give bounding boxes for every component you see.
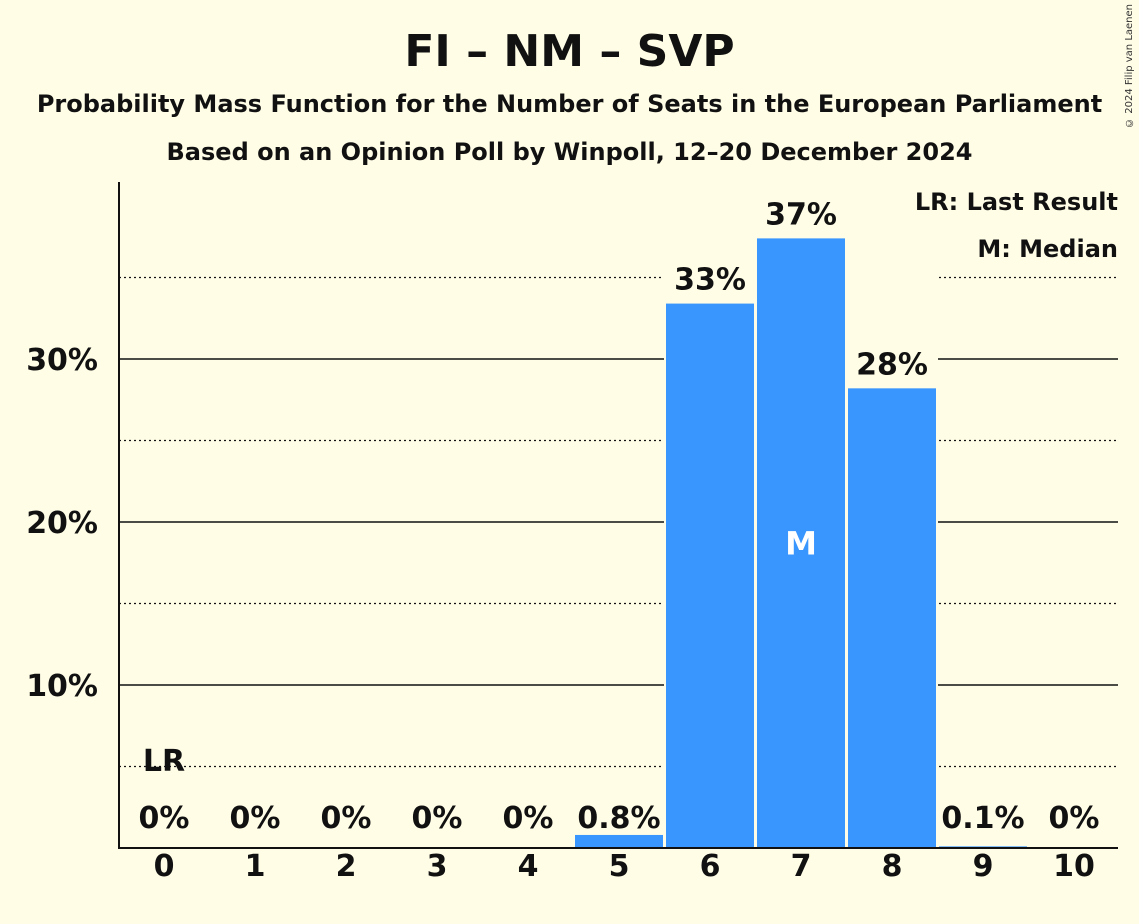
x-tick-label: 6 bbox=[700, 849, 721, 884]
median-marker: M bbox=[785, 525, 817, 563]
data-label: 0.8% bbox=[577, 801, 660, 836]
data-label: 0% bbox=[412, 801, 463, 836]
data-label: 37% bbox=[765, 197, 837, 232]
data-label: 0% bbox=[321, 801, 372, 836]
x-tick-label: 2 bbox=[336, 849, 357, 884]
bar bbox=[575, 834, 663, 848]
axes: 10% 20% 30% 0 1 2 3 4 5 6 7 8 9 10 bbox=[26, 182, 1118, 884]
data-label: 0% bbox=[503, 801, 554, 836]
poll-source-line: Based on an Opinion Poll by Winpoll, 12–… bbox=[166, 138, 973, 166]
data-label: 0% bbox=[139, 801, 190, 836]
y-tick-label: 20% bbox=[26, 506, 98, 541]
x-tick-label: 3 bbox=[427, 849, 448, 884]
x-tick-label: 5 bbox=[609, 849, 630, 884]
gridlines bbox=[119, 276, 1118, 768]
data-label: 0% bbox=[1049, 801, 1100, 836]
x-tick-label: 1 bbox=[245, 849, 266, 884]
last-result-marker: LR bbox=[143, 744, 185, 779]
bar bbox=[757, 238, 845, 848]
legend-last-result: LR: Last Result bbox=[915, 188, 1118, 216]
x-tick-label: 9 bbox=[973, 849, 994, 884]
y-tick-label: 10% bbox=[26, 669, 98, 704]
x-tick-label: 7 bbox=[791, 849, 812, 884]
bar bbox=[848, 388, 936, 848]
x-tick-label: 4 bbox=[518, 849, 539, 884]
data-labels: 0% 0% 0% 0% 0% 0.8% 33% 37% 28% 0.1% 0% M LR bbox=[139, 197, 1100, 836]
legend-median: M: Median bbox=[977, 235, 1118, 263]
data-label: 28% bbox=[856, 347, 928, 382]
x-tick-label: 8 bbox=[882, 849, 903, 884]
y-tick-label: 30% bbox=[26, 343, 98, 378]
x-tick-label: 0 bbox=[154, 849, 175, 884]
x-tick-label: 10 bbox=[1053, 849, 1095, 884]
chart-title: FI – NM – SVP bbox=[404, 26, 735, 77]
bars bbox=[575, 179, 1027, 849]
data-label: 0% bbox=[230, 801, 281, 836]
bar bbox=[666, 303, 754, 849]
data-label: 33% bbox=[674, 263, 746, 298]
data-label: 0.1% bbox=[941, 801, 1024, 836]
chart-subtitle: Probability Mass Function for the Number… bbox=[36, 90, 1103, 118]
